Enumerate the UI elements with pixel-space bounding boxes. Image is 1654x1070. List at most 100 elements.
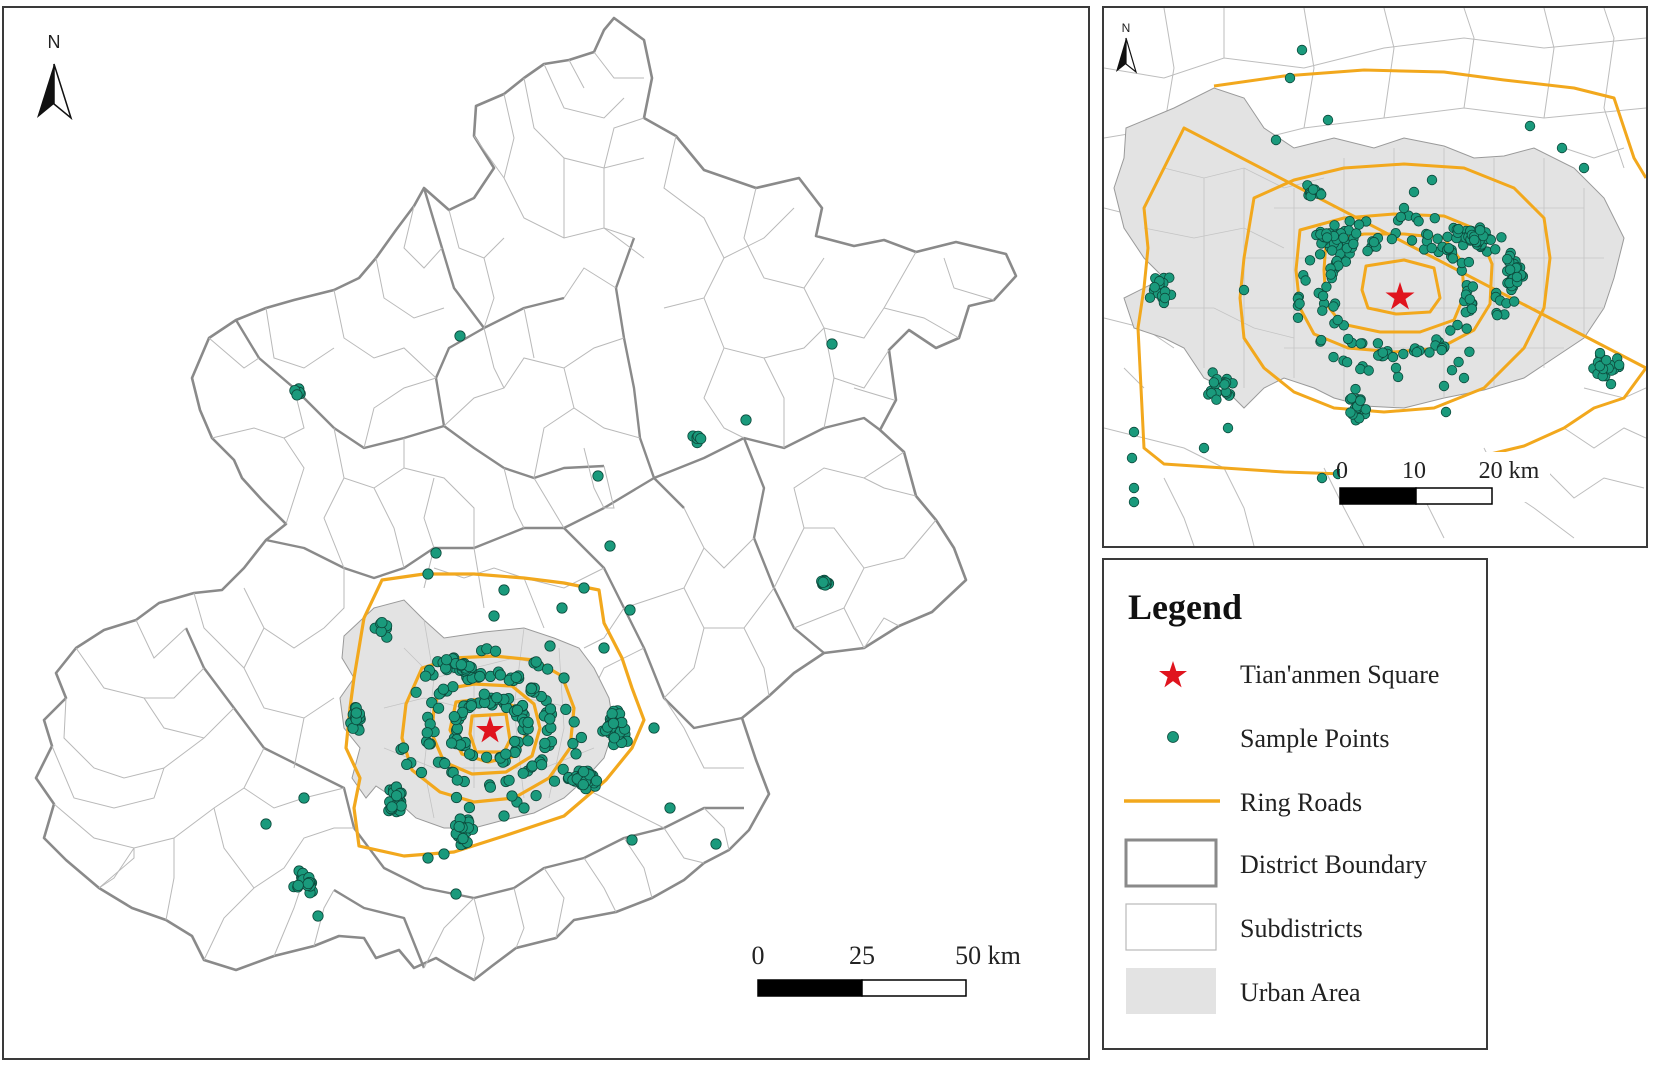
main-sample-point (530, 789, 542, 802)
inset-sample-point (1326, 245, 1338, 256)
main-sample-point (422, 852, 434, 864)
red-star-icon (1124, 648, 1222, 698)
inset-sample-point (1372, 338, 1384, 349)
inset-sample-point (1348, 238, 1359, 250)
tiananmen-star-icon[interactable] (476, 716, 504, 743)
inset-sample-point (1413, 216, 1424, 227)
main-sample-point (558, 672, 570, 684)
main-sample-point (457, 832, 469, 845)
main-sample-point (695, 432, 707, 445)
inset-sample-point (1314, 249, 1326, 260)
inset-sample-point (1300, 275, 1311, 286)
legend-label-subdistricts: Subdistricts (1240, 914, 1363, 943)
sample-points-main (260, 330, 838, 922)
inset-map-panel[interactable]: N 0 10 20 km (1102, 6, 1648, 548)
inset-sample-point (1466, 303, 1478, 315)
inset-sample-point (1426, 242, 1438, 254)
inset-sample-point (1329, 220, 1340, 231)
inset-ring-roads (1136, 68, 1646, 476)
inset-sample-point (1284, 72, 1296, 84)
inset-sample-point (1377, 347, 1389, 358)
inset-sample-point (1614, 359, 1625, 371)
inset-sample-point (1144, 292, 1156, 303)
inset-sample-point (1408, 186, 1420, 198)
inset-sixth-ring (1213, 68, 1646, 179)
main-sample-point (710, 838, 722, 850)
inset-sample-point (1446, 365, 1458, 376)
inset-sample-point (1149, 282, 1160, 293)
main-sample-point (568, 716, 580, 728)
main-sample-point (557, 763, 569, 775)
beijing-outline (34, 16, 1018, 982)
main-sample-point (544, 640, 556, 652)
main-sample-point (463, 801, 475, 814)
inset-sample-point (1395, 211, 1407, 223)
main-sample-point (448, 710, 460, 723)
main-sample-point (577, 765, 590, 778)
inset-sample-point (1406, 235, 1418, 246)
inset-sample-point (1292, 312, 1304, 324)
inset-north-arrow-icon: N (1116, 21, 1138, 74)
main-sample-point (526, 760, 539, 772)
main-sample-point (506, 790, 518, 802)
inset-tiananmen-star-icon[interactable] (1385, 282, 1415, 310)
main-sample-point (292, 879, 304, 892)
subdistrict-lines (51, 51, 995, 981)
main-map-panel[interactable]: N 0 25 50 km (2, 6, 1090, 1060)
main-sample-point (478, 688, 490, 700)
main-map-canvas: N 0 25 50 km (34, 16, 1021, 997)
inset-sample-point (1307, 184, 1319, 195)
main-sample-point (510, 671, 522, 683)
legend-item-urban-area: Urban Area (1104, 964, 1484, 1020)
inset-sample-point (1464, 294, 1476, 305)
main-sample-point (577, 779, 589, 791)
gray-fill-rect-icon (1124, 964, 1222, 1020)
inset-sample-point (1368, 236, 1380, 248)
main-sample-point (509, 735, 521, 748)
main-sample-point (522, 735, 534, 747)
inset-sample-point (1222, 422, 1234, 434)
main-sample-point (454, 330, 466, 342)
main-sample-point (447, 681, 459, 693)
inset-sample-point (1492, 310, 1503, 321)
main-sample-point (432, 702, 445, 714)
main-sample-point (453, 820, 465, 833)
inset-sample-point (1355, 363, 1366, 375)
main-sample-point (395, 800, 407, 812)
main-sample-point (575, 731, 588, 744)
scale-bar-main: 0 25 50 km (752, 941, 1021, 997)
inset-sample-point (1316, 472, 1328, 484)
main-sample-point (567, 737, 579, 750)
inset-sample-point (1345, 407, 1356, 418)
main-sample-point (664, 802, 676, 814)
legend-label-sample-points: Sample Points (1240, 724, 1390, 753)
inset-sample-point (1211, 394, 1222, 405)
inset-sample-point (1452, 319, 1463, 331)
main-sample-point (500, 748, 512, 760)
inset-second-ring (1360, 258, 1442, 316)
inset-sample-point (1346, 393, 1357, 404)
inset-sample-point (1504, 264, 1516, 275)
legend-title: Legend (1128, 587, 1243, 627)
orange-line-icon (1124, 776, 1222, 826)
inset-sample-point (1601, 355, 1612, 366)
inset-sample-point (1219, 379, 1230, 390)
inset-sample-point (1496, 232, 1507, 243)
main-sample-point (648, 722, 660, 734)
inset-sample-point (1392, 371, 1404, 383)
inset-sample-point (1426, 174, 1438, 186)
inset-sample-point (1128, 496, 1140, 508)
scale-label-50: 50 km (955, 941, 1021, 970)
legend-label-ring-roads: Ring Roads (1240, 788, 1363, 817)
inset-sample-point (1436, 344, 1447, 356)
main-sample-point (498, 810, 510, 822)
inset-sample-point (1594, 361, 1606, 372)
scale-label-0: 0 (752, 941, 765, 970)
inset-sample-point (1315, 334, 1327, 346)
main-sample-point (484, 781, 496, 793)
inset-sample-point (1442, 231, 1453, 243)
main-sample-point (376, 616, 388, 629)
inset-sample-point (1453, 223, 1464, 235)
inset-sample-point (1325, 269, 1337, 280)
main-sample-point (491, 692, 503, 704)
